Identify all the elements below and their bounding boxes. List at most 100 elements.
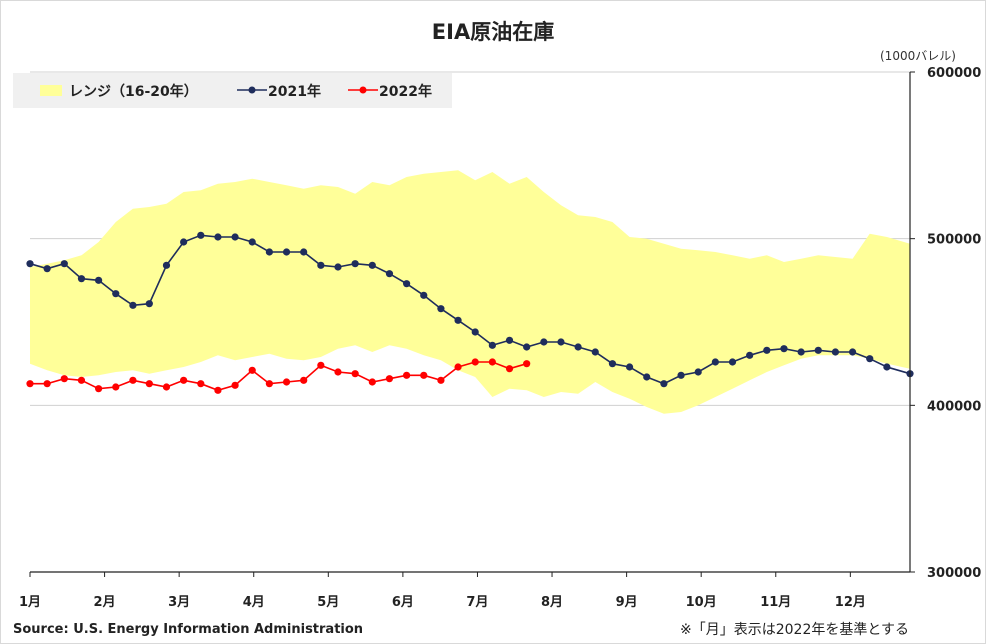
series-1-point-16 bbox=[300, 376, 308, 384]
y-tick-label-2: 500000 bbox=[927, 233, 981, 248]
series-1-point-4 bbox=[95, 385, 103, 393]
legend-label-2021: 2021年 bbox=[268, 84, 321, 100]
series-1-point-19 bbox=[351, 370, 359, 378]
series-0-point-43 bbox=[763, 346, 771, 354]
series-0-point-17 bbox=[317, 261, 325, 269]
series-0-point-46 bbox=[814, 346, 822, 354]
series-0-point-21 bbox=[385, 270, 394, 278]
series-0-point-48 bbox=[848, 348, 857, 356]
series-0-point-41 bbox=[728, 358, 737, 366]
series-0-point-50 bbox=[883, 363, 891, 371]
series-0-point-20 bbox=[368, 261, 376, 269]
series-1-point-21 bbox=[385, 375, 394, 383]
source-text: Source: U.S. Energy Information Administ… bbox=[13, 622, 364, 637]
series-0-point-8 bbox=[162, 261, 171, 269]
x-tick-label-7: 8月 bbox=[541, 595, 563, 610]
series-1-point-1 bbox=[43, 380, 51, 388]
series-0-point-28 bbox=[505, 336, 514, 344]
y-tick-label-3: 600000 bbox=[927, 66, 981, 81]
series-0-point-0 bbox=[26, 260, 34, 268]
series-0-point-19 bbox=[351, 260, 359, 268]
x-tick-label-1: 2月 bbox=[94, 595, 116, 610]
series-0-point-30 bbox=[540, 338, 548, 346]
series-1-point-24 bbox=[437, 376, 445, 384]
x-tick-label-8: 9月 bbox=[616, 595, 638, 610]
series-1-point-9 bbox=[180, 376, 188, 384]
series-0-point-40 bbox=[711, 358, 719, 366]
x-tick-label-11: 12月 bbox=[835, 595, 866, 610]
series-0-point-13 bbox=[248, 238, 256, 246]
y-tick-label-1: 400000 bbox=[927, 399, 981, 414]
series-0-point-12 bbox=[231, 233, 239, 241]
series-0-point-22 bbox=[403, 280, 411, 288]
series-0-point-47 bbox=[831, 348, 840, 356]
series-0-point-49 bbox=[866, 355, 874, 363]
series-0-point-38 bbox=[677, 371, 685, 379]
series-0-point-4 bbox=[95, 276, 103, 284]
series-1-point-20 bbox=[368, 378, 376, 386]
series-1-point-29 bbox=[523, 360, 531, 368]
series-0-point-2 bbox=[60, 260, 68, 268]
series-1-point-3 bbox=[77, 376, 86, 384]
series-1-point-18 bbox=[334, 368, 342, 376]
series-1-point-28 bbox=[505, 365, 514, 373]
x-tick-label-3: 4月 bbox=[243, 595, 265, 610]
series-0-point-10 bbox=[197, 231, 205, 239]
legend-swatch-2021 bbox=[237, 86, 267, 94]
series-0-point-31 bbox=[557, 338, 565, 346]
series-0-point-44 bbox=[780, 345, 788, 353]
series-1-point-27 bbox=[488, 358, 496, 366]
y-axis-unit-label: (1000バレル) bbox=[880, 49, 956, 63]
series-0-point-37 bbox=[660, 380, 668, 388]
chart-title: EIA原油在庫 bbox=[431, 20, 555, 44]
series-1-point-7 bbox=[145, 380, 153, 388]
series-1-point-17 bbox=[317, 361, 325, 369]
series-0-point-32 bbox=[574, 343, 582, 351]
series-0-point-35 bbox=[625, 363, 634, 371]
series-0-point-9 bbox=[180, 238, 188, 246]
legend-label-2022: 2022年 bbox=[379, 84, 432, 100]
series-0-point-42 bbox=[746, 351, 754, 359]
series-1-point-12 bbox=[231, 381, 239, 389]
series-0-point-3 bbox=[77, 275, 86, 283]
x-tick-label-5: 6月 bbox=[392, 595, 414, 610]
x-tick-label-6: 7月 bbox=[466, 595, 488, 610]
x-tick-label-4: 5月 bbox=[317, 595, 339, 610]
series-0-point-5 bbox=[112, 290, 120, 298]
series-0-point-45 bbox=[797, 348, 805, 356]
x-tick-label-9: 10月 bbox=[686, 595, 717, 610]
series-1-point-0 bbox=[26, 380, 34, 388]
series-0-point-24 bbox=[437, 305, 445, 313]
legend: レンジ（16-20年） 2021年 2022年 bbox=[13, 73, 452, 108]
series-0-point-25 bbox=[454, 316, 462, 324]
series-1-point-5 bbox=[112, 383, 120, 391]
series-1-point-15 bbox=[282, 378, 291, 386]
series-0-point-16 bbox=[300, 248, 308, 256]
series-0-point-18 bbox=[334, 263, 342, 271]
legend-swatch-range bbox=[40, 85, 62, 96]
series-1-point-25 bbox=[454, 363, 462, 371]
series-0-point-23 bbox=[420, 291, 428, 299]
series-0-point-7 bbox=[145, 300, 153, 308]
series-1-point-22 bbox=[403, 371, 411, 379]
series-0-point-27 bbox=[488, 341, 496, 349]
x-tick-label-2: 3月 bbox=[168, 595, 190, 610]
series-1-point-13 bbox=[248, 366, 256, 374]
series-1-point-6 bbox=[129, 376, 137, 384]
series-1-point-2 bbox=[60, 375, 68, 383]
series-1-point-14 bbox=[265, 380, 273, 388]
series-0-point-39 bbox=[694, 368, 702, 376]
x-tick-label-0: 1月 bbox=[19, 595, 41, 610]
range-band-area bbox=[30, 170, 910, 414]
series-0-point-14 bbox=[265, 248, 273, 256]
series-1-point-10 bbox=[197, 380, 205, 388]
legend-swatch-2022 bbox=[348, 86, 378, 94]
series-0-point-36 bbox=[643, 373, 651, 381]
series-line-0 bbox=[29, 234, 911, 385]
legend-label-range: レンジ（16-20年） bbox=[69, 84, 198, 100]
note-text: ※「月」表示は2022年を基準とする bbox=[680, 622, 909, 638]
series-0-point-1 bbox=[43, 265, 51, 273]
series-1-point-8 bbox=[162, 383, 171, 391]
series-1-point-23 bbox=[420, 371, 428, 379]
